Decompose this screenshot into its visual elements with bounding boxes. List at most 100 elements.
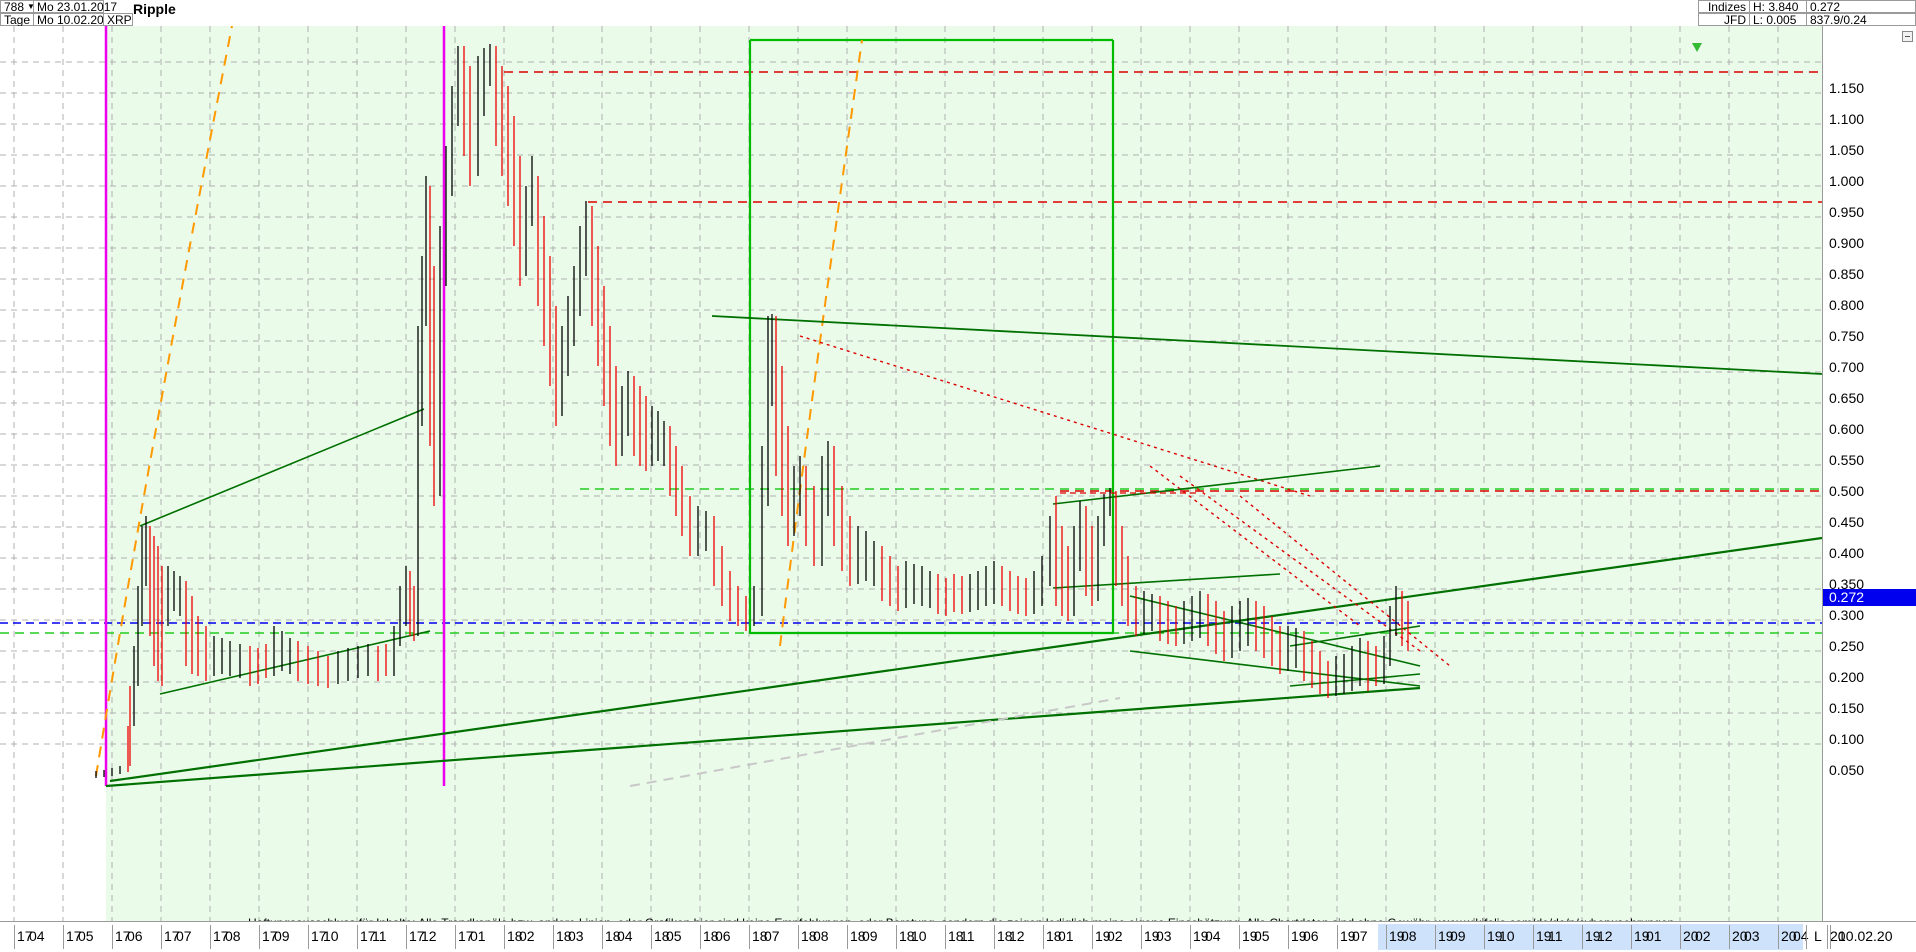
price-tick: 0.450 xyxy=(1829,514,1865,530)
time-tick-separator xyxy=(798,925,799,949)
bars-count-selector[interactable]: 788 ▼ xyxy=(0,0,35,13)
date-to-value: Mo 10.02.2020 xyxy=(37,12,118,27)
time-tick-separator xyxy=(1386,925,1387,949)
time-tick-year: 19 xyxy=(1585,928,1601,944)
time-tick-month: 05 xyxy=(666,928,682,944)
chart-header-bar: 788 ▼ Tage ▼ Mo 23.01.2017 Mo 10.02.2020… xyxy=(0,0,1916,41)
price-tick: 0.200 xyxy=(1829,669,1865,685)
date-from-value: Mo 23.01.2017 xyxy=(37,0,118,14)
price-tick: 0.100 xyxy=(1829,731,1865,747)
date-to-field[interactable]: Mo 10.02.2020 xyxy=(33,13,117,26)
time-tick-month: 03 xyxy=(568,928,584,944)
time-tick-year: 19 xyxy=(1389,928,1405,944)
price-tick: 0.650 xyxy=(1829,390,1865,406)
page-title: Ripple xyxy=(133,1,176,17)
interval-selector[interactable]: Tage ▼ xyxy=(0,12,41,27)
time-tick-year: 17 xyxy=(262,928,278,944)
time-tick-month: 02 xyxy=(1107,928,1123,944)
time-tick-separator xyxy=(357,925,358,949)
time-tick-month: 04 xyxy=(1205,928,1221,944)
time-tick-separator xyxy=(945,925,946,949)
time-tick-year: 17 xyxy=(66,928,82,944)
time-tick-separator xyxy=(1043,925,1044,949)
time-tick-month: 02 xyxy=(1695,928,1711,944)
price-tick: 0.800 xyxy=(1829,297,1865,313)
time-tick-separator xyxy=(1827,925,1828,949)
time-axis-end-date: 10.02.20 xyxy=(1838,928,1893,944)
descending-resistance-line xyxy=(711,315,1822,375)
time-tick-month: 12 xyxy=(421,928,437,944)
time-tick-year: 20 xyxy=(1781,928,1797,944)
interval-value: Tage xyxy=(4,12,31,27)
time-tick-separator xyxy=(63,925,64,949)
price-chart-canvas[interactable] xyxy=(0,26,1822,921)
support-levels xyxy=(0,488,1822,634)
price-tick: 0.050 xyxy=(1829,762,1865,778)
time-tick-year: 19 xyxy=(1536,928,1552,944)
time-tick-separator xyxy=(602,925,603,949)
rising-support-channel xyxy=(105,536,1822,788)
price-tick: 0.300 xyxy=(1829,607,1865,623)
time-tick-month: 11 xyxy=(372,928,387,944)
time-tick-month: 07 xyxy=(764,928,780,944)
time-tick-month: 06 xyxy=(1303,928,1319,944)
time-tick-month: 02 xyxy=(519,928,535,944)
symbol-field[interactable]: XRP xyxy=(103,13,133,26)
time-tick-year: 17 xyxy=(115,928,131,944)
time-tick-month: 09 xyxy=(1450,928,1466,944)
time-tick-month: 10 xyxy=(911,928,927,944)
time-tick-month: 03 xyxy=(1156,928,1172,944)
price-tick: 0.500 xyxy=(1829,483,1865,499)
time-tick-year: 18 xyxy=(605,928,621,944)
time-tick-month: 04 xyxy=(1793,928,1809,944)
date-from-field[interactable]: Mo 23.01.2017 xyxy=(33,0,117,13)
time-tick-year: 17 xyxy=(164,928,180,944)
time-tick-month: 01 xyxy=(470,928,486,944)
time-tick-month: 11 xyxy=(1548,928,1563,944)
time-tick-year: 18 xyxy=(556,928,572,944)
time-tick-month: 08 xyxy=(1401,928,1417,944)
last-price: 0.272 xyxy=(1806,0,1916,13)
ohlc-price-series xyxy=(95,44,1409,778)
time-tick-year: 19 xyxy=(1095,928,1111,944)
time-tick-separator xyxy=(1141,925,1142,949)
time-tick-separator xyxy=(504,925,505,949)
time-tick-month: 04 xyxy=(617,928,633,944)
quote-info-panel: Indizes JFD H: 3.840 L: 0.005 0.272 837.… xyxy=(1698,0,1916,26)
time-tick-year: 18 xyxy=(1046,928,1062,944)
price-tick: 0.850 xyxy=(1829,266,1865,282)
price-axis[interactable]: 1.150 1.100 1.050 1.000 0.950 0.900 0.85… xyxy=(1822,26,1916,921)
time-tick-separator xyxy=(994,925,995,949)
time-tick-separator xyxy=(749,925,750,949)
price-tick: 0.600 xyxy=(1829,421,1865,437)
price-tick: 0.700 xyxy=(1829,359,1865,375)
period-high: H: 3.840 xyxy=(1749,0,1807,13)
time-tick-year: 19 xyxy=(1193,928,1209,944)
time-tick-month: 01 xyxy=(1058,928,1074,944)
time-tick-year: 18 xyxy=(997,928,1013,944)
price-tick: 0.900 xyxy=(1829,235,1865,251)
time-tick-separator xyxy=(896,925,897,949)
time-axis[interactable]: 0317041705170617071708170917101711171217… xyxy=(0,921,1916,952)
price-tick: 0.250 xyxy=(1829,638,1865,654)
price-tick: 1.000 xyxy=(1829,173,1865,189)
green-triangle-marker xyxy=(1692,43,1702,52)
price-tick: 0.350 xyxy=(1829,576,1865,592)
axis-collapse-icon[interactable] xyxy=(1902,31,1913,42)
chevron-down-icon: ▼ xyxy=(27,1,35,11)
time-tick-year: 19 xyxy=(1144,928,1160,944)
time-tick-separator xyxy=(1337,925,1338,949)
time-tick-year: 20 xyxy=(1683,928,1699,944)
volume-spread: 837.9/0.24 xyxy=(1806,13,1916,26)
time-tick-month: 10 xyxy=(323,928,339,944)
time-tick-separator xyxy=(1778,925,1779,949)
time-tick-separator xyxy=(1190,925,1191,949)
time-tick-separator xyxy=(112,925,113,949)
time-tick-month: 05 xyxy=(78,928,94,944)
time-tick-month: 03 xyxy=(1744,928,1760,944)
early-rising-channel xyxy=(139,408,431,695)
time-tick-separator xyxy=(1533,925,1534,949)
price-tick: 0.150 xyxy=(1829,700,1865,716)
time-tick-year: 20 xyxy=(1732,928,1748,944)
time-axis-selection[interactable] xyxy=(1378,924,1803,950)
